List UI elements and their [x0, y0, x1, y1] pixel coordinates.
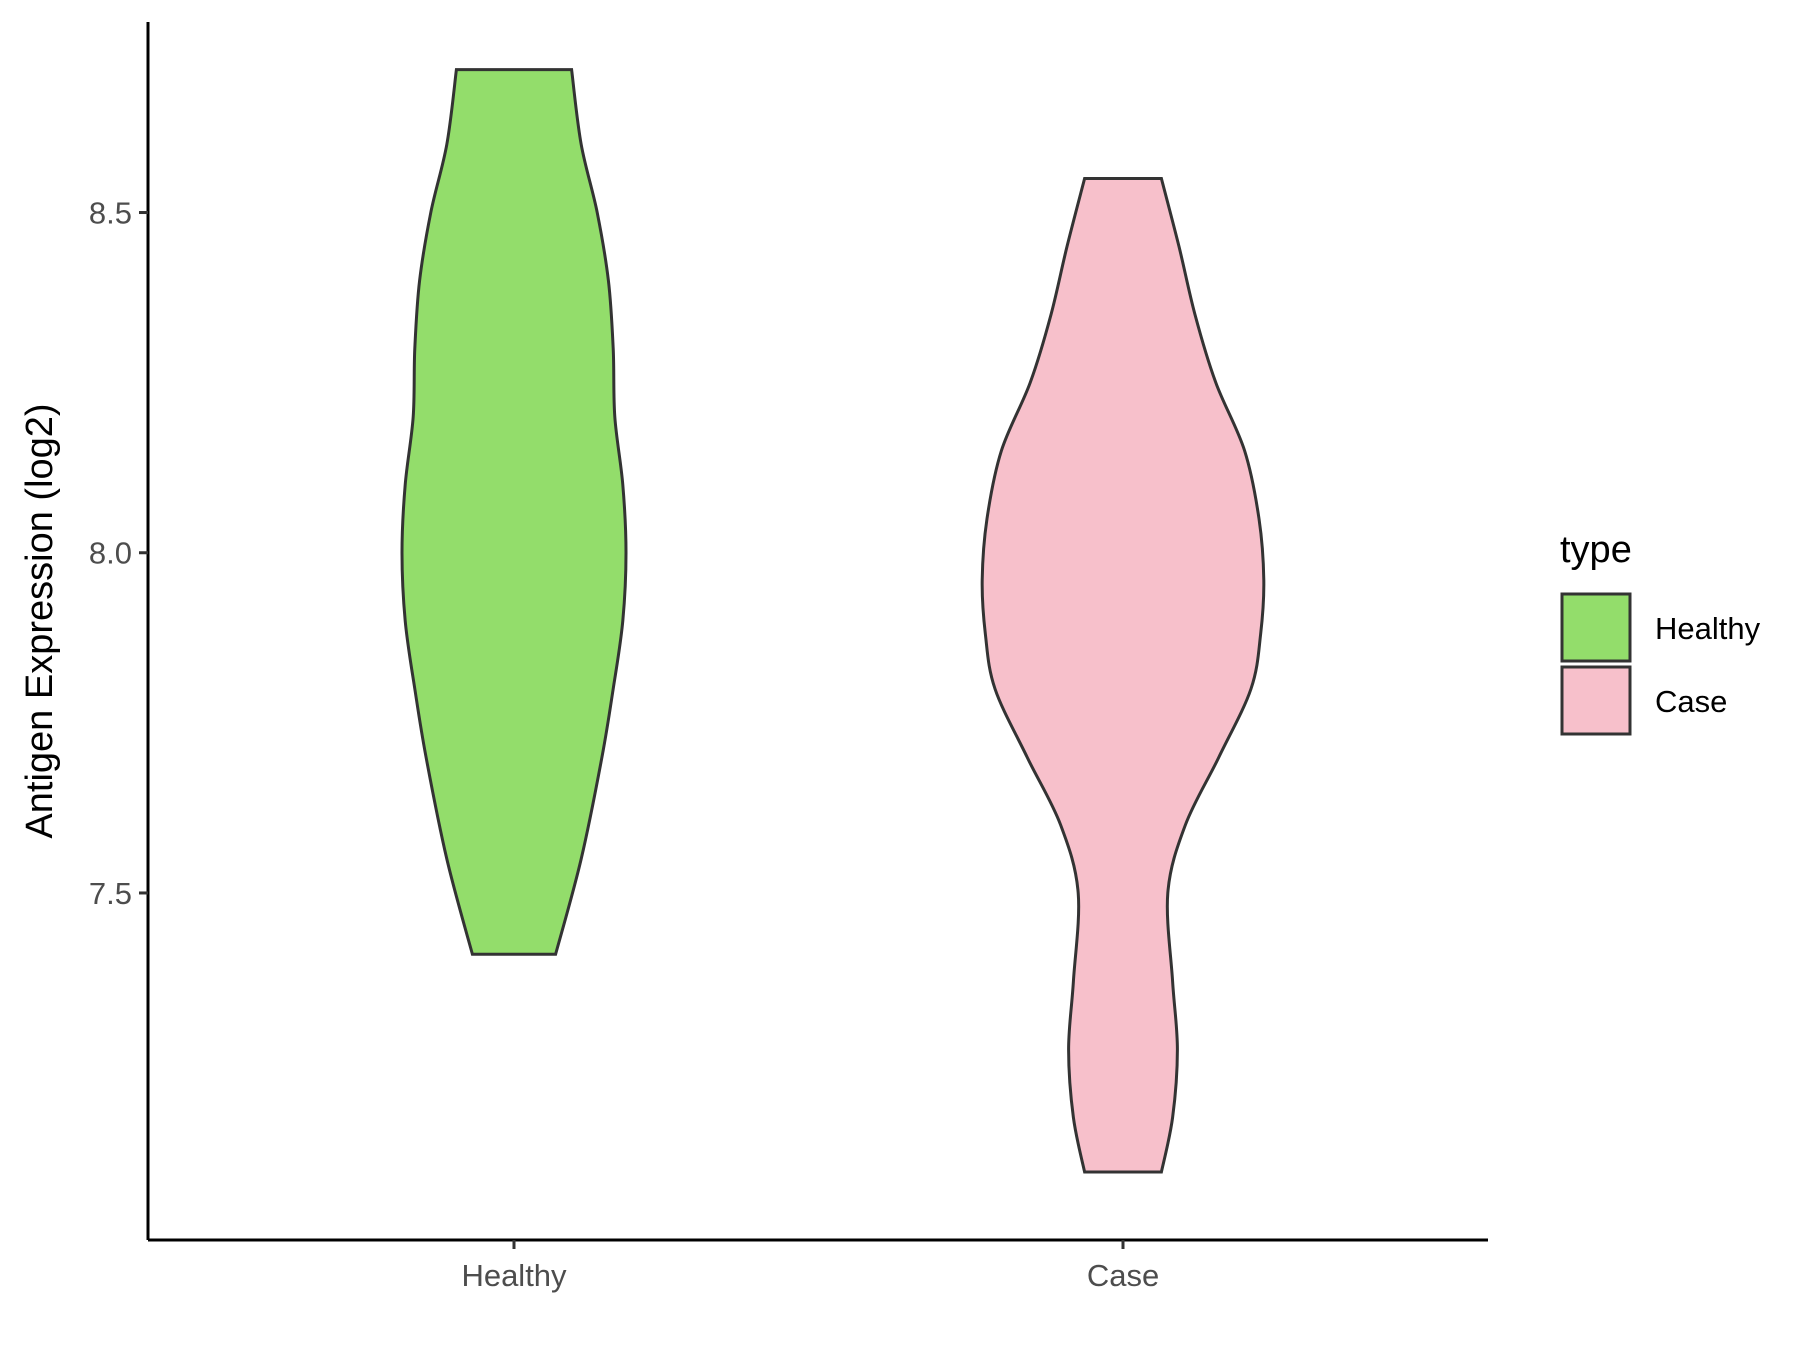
legend: type Healthy Case — [1560, 529, 1761, 736]
legend-swatch-healthy — [1560, 592, 1632, 663]
legend-label-healthy: Healthy — [1655, 611, 1761, 646]
y-axis-label: Antigen Expression (log2) — [19, 403, 61, 838]
legend-title: type — [1560, 529, 1632, 571]
x-tick-label-healthy: Healthy — [461, 1258, 567, 1293]
legend-label-case: Case — [1655, 684, 1727, 719]
legend-swatch-case — [1560, 665, 1632, 736]
violins-layer — [400, 68, 1266, 1174]
violin-healthy — [400, 68, 628, 956]
violin-case — [980, 177, 1266, 1174]
axes-layer: 7.5 8.0 8.5 Healthy Case — [89, 22, 1488, 1293]
y-tick-label: 8.5 — [89, 196, 132, 231]
legend-items: Healthy Case — [1560, 592, 1761, 736]
x-tick-label-case: Case — [1087, 1258, 1159, 1293]
y-tick-label: 7.5 — [89, 876, 132, 911]
y-tick-label: 8.0 — [89, 536, 132, 571]
